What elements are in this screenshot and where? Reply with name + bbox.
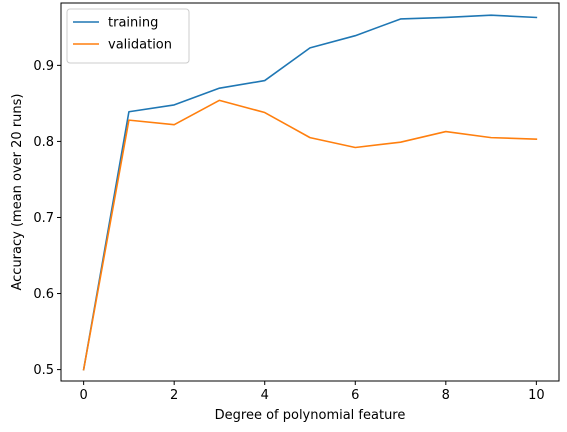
x-tick-label: 10 [528,388,545,403]
y-tick-label: 0.8 [33,135,54,150]
x-axis-label: Degree of polynomial feature [215,408,406,423]
axes-frame [60,2,560,382]
axis-ticks: 0 2 4 6 8 10 0.5 0.6 0.7 0.8 0.9 [33,59,544,403]
legend-label-validation: validation [108,38,172,53]
legend: training validation [66,8,190,64]
y-tick-label: 0.5 [33,363,54,378]
y-axis-label: Accuracy (mean over 20 runs) [10,93,25,290]
y-tick-label: 0.6 [33,287,54,302]
x-tick-label: 8 [442,388,450,403]
y-tick-label: 0.9 [33,59,54,74]
x-tick-label: 2 [170,388,178,403]
y-tick-label: 0.7 [33,211,54,226]
legend-label-training: training [108,16,158,31]
x-tick-label: 6 [351,388,359,403]
x-tick-label: 4 [261,388,269,403]
x-tick-label: 0 [79,388,87,403]
plot-area [82,14,538,371]
